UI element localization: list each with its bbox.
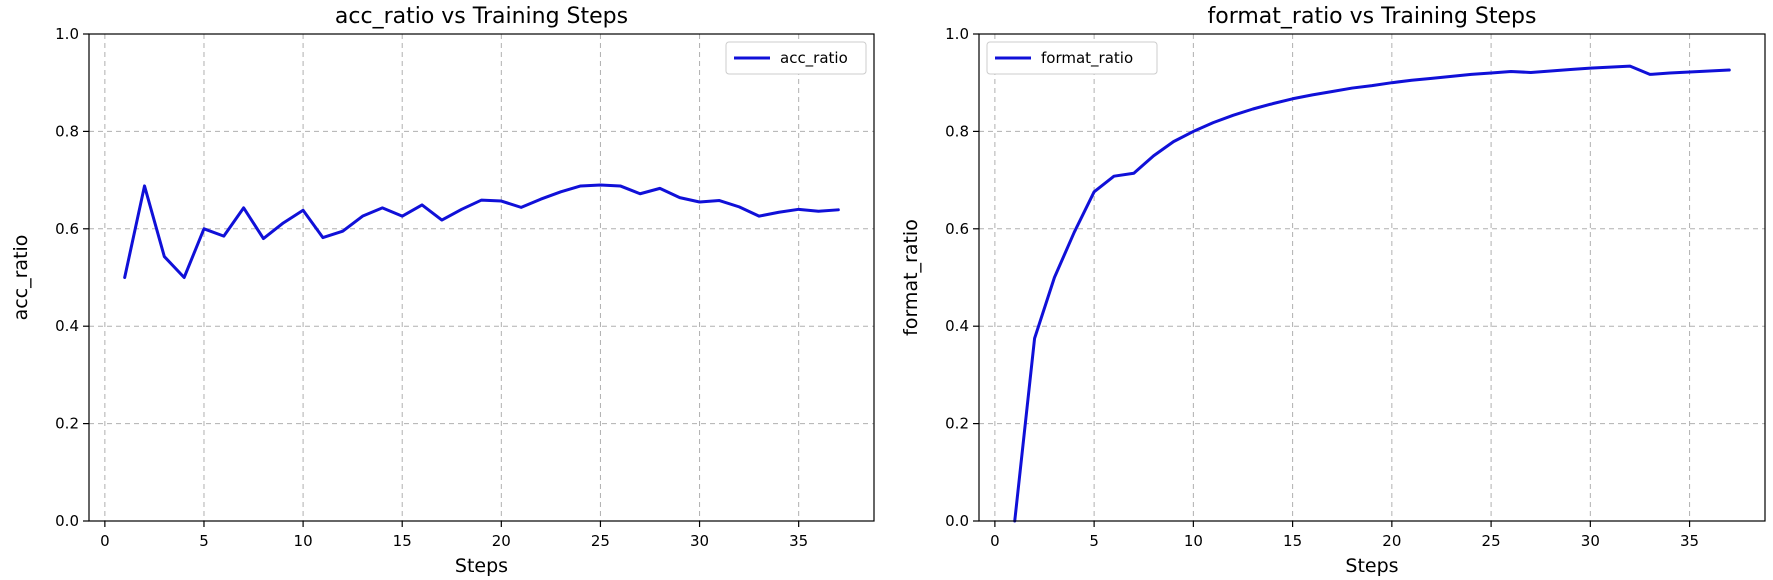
- x-tick-label: 0: [990, 532, 1000, 550]
- x-tick-label: 10: [294, 532, 313, 550]
- x-tick-label: 30: [690, 532, 709, 550]
- y-tick-label: 0.4: [55, 317, 79, 335]
- y-tick-label: 0.2: [945, 415, 969, 433]
- y-tick-label: 0.6: [945, 220, 969, 238]
- legend-label: format_ratio: [1041, 49, 1133, 68]
- x-tick-label: 5: [199, 532, 209, 550]
- plot-frame: [88, 33, 875, 522]
- chart-title: format_ratio vs Training Steps: [1208, 4, 1537, 29]
- legend-box: [986, 41, 1158, 75]
- chart-title: acc_ratio vs Training Steps: [335, 4, 628, 29]
- y-tick-label: 1.0: [945, 25, 969, 43]
- plot-frame: [978, 33, 1766, 522]
- x-tick-label: 10: [1184, 532, 1203, 550]
- x-tick-label: 35: [1680, 532, 1699, 550]
- x-tick-label: 15: [393, 532, 412, 550]
- y-tick-label: 0.8: [945, 122, 969, 140]
- legend-box: [725, 41, 867, 75]
- x-tick-label: 0: [100, 532, 110, 550]
- x-tick-label: 35: [789, 532, 808, 550]
- x-tick-label: 5: [1089, 532, 1099, 550]
- x-tick-label: 15: [1283, 532, 1302, 550]
- y-axis-label: acc_ratio: [10, 235, 32, 321]
- x-tick-label: 25: [591, 532, 610, 550]
- series-line-format_ratio: [1013, 64, 1731, 523]
- chart-1: 0 5 10 15 20 25 30 35 0.0 0.2 0.4 0.6 0.8 1.0 acc_rati…: [10, 4, 875, 577]
- y-tick-label: 0.4: [945, 317, 969, 335]
- y-tick-label: 0.8: [55, 122, 79, 140]
- y-tick-label: 0.6: [55, 220, 79, 238]
- y-axis-label: format_ratio: [900, 219, 922, 336]
- x-axis-label: Steps: [1345, 555, 1398, 577]
- y-tick-label: 0.0: [55, 512, 79, 530]
- legend: format_ratio: [986, 41, 1158, 75]
- x-tick-label: 30: [1581, 532, 1600, 550]
- y-tick-label: 0.0: [945, 512, 969, 530]
- x-tick-label: 20: [1382, 532, 1401, 550]
- chart-2: 0 5 10 15 20 25 30 35 0.0 0.2 0.4 0.6 0.8 1.0 format_r…: [900, 4, 1766, 577]
- y-tick-label: 1.0: [55, 25, 79, 43]
- x-tick-label: 20: [492, 532, 511, 550]
- legend: acc_ratio: [725, 41, 867, 75]
- legend-label: acc_ratio: [780, 49, 848, 68]
- x-tick-label: 25: [1482, 532, 1501, 550]
- x-axis-label: Steps: [455, 555, 508, 577]
- y-tick-label: 0.2: [55, 415, 79, 433]
- series-line-acc_ratio: [123, 183, 840, 279]
